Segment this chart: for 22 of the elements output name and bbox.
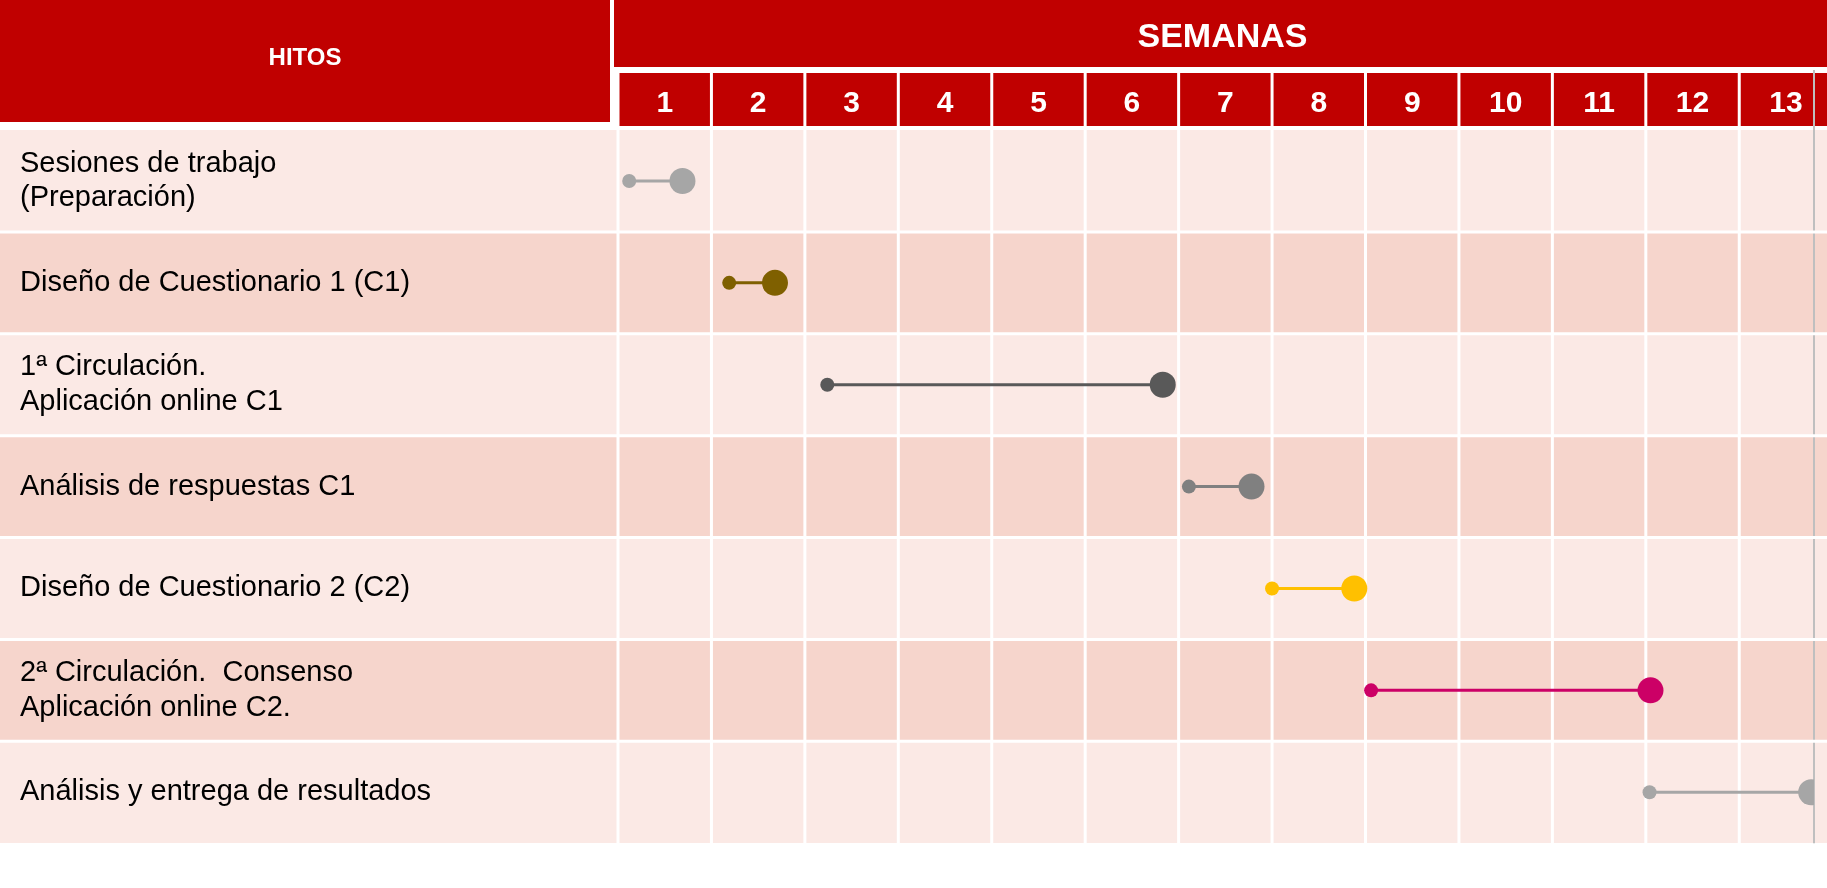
x-tick-label: 5 xyxy=(1030,85,1047,119)
x-tick-label: 7 xyxy=(1217,85,1234,119)
x-tick-label: 8 xyxy=(1310,85,1328,119)
x-tick-label: 9 xyxy=(1403,85,1421,119)
x-tick-label: 11 xyxy=(1583,85,1615,119)
y-tick-label: Sesiones de trabajo (Preparación) xyxy=(20,145,277,213)
x-tick-label: 4 xyxy=(936,85,954,119)
y-tick-label: Análisis y entrega de resultados xyxy=(20,774,432,807)
y-tick-label: 2ª Circulación. Consenso Aplicación online C2. xyxy=(20,654,354,722)
x-axis-title: SEMANAS xyxy=(1137,16,1308,55)
x-tick-label: 1 xyxy=(656,85,674,119)
x-tick-label: 3 xyxy=(843,85,860,119)
x-tick-label: 10 xyxy=(1488,85,1523,119)
y-tick-label: Diseño de Cuestionario 2 (C2) xyxy=(20,570,411,603)
y-tick-label: Diseño de Cuestionario 1 (C1) xyxy=(20,264,411,297)
x-tick-label: 2 xyxy=(749,85,767,119)
x-tick-label: 13 xyxy=(1769,85,1803,119)
y-axis-title: HITOS xyxy=(268,42,342,70)
y-tick-label: 1ª Circulación. Aplicación online C1 xyxy=(20,349,283,417)
x-tick-label: 6 xyxy=(1123,85,1141,119)
x-tick-label: 12 xyxy=(1675,85,1710,119)
y-tick-label: Análisis de respuestas C1 xyxy=(20,468,356,501)
